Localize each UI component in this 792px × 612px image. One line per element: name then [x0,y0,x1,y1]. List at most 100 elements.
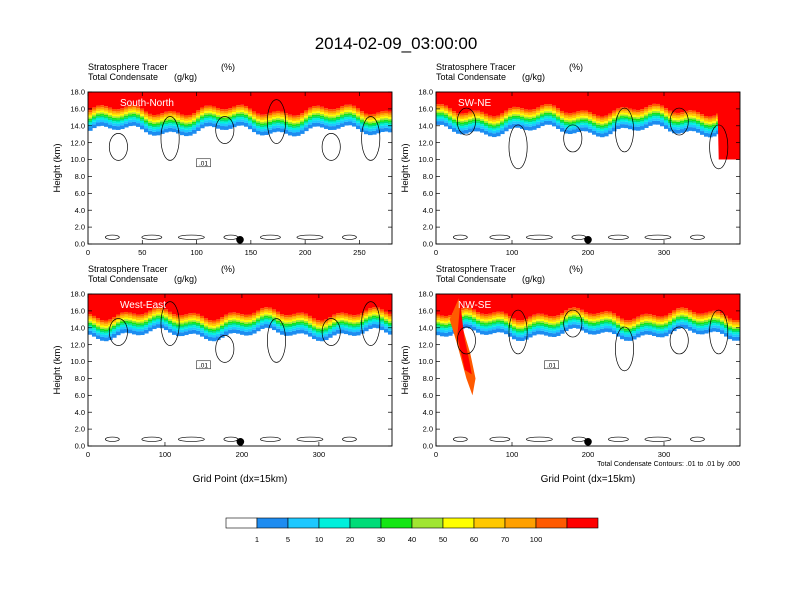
tracer-cell [440,111,445,114]
tracer-cell [604,328,609,332]
tracer-cell [332,320,337,322]
tracer-cell [296,125,301,128]
tracer-cell [604,130,609,133]
tracer-cell [536,324,541,326]
tracer-cell [648,319,653,322]
tracer-cell [184,318,189,320]
tracer-cell [516,119,521,122]
tracer-cell [276,114,281,117]
tracer-cell [648,314,653,317]
tracer-cell [712,121,717,123]
tracer-cell [540,321,545,323]
tracer-cell [376,114,381,117]
tracer-cell [552,323,557,326]
tracer-cell [276,322,281,325]
tracer-cell [636,122,641,125]
tracer-cell [300,118,305,121]
tracer-cell [340,316,345,319]
tracer-cell [300,92,305,114]
tracer-cell [632,318,637,321]
tracer-cell [488,320,493,323]
tracer-cell [172,328,177,332]
tracer-cell [464,321,469,325]
y-tick-label: 12.0 [70,340,85,349]
tracer-cell [308,324,313,327]
tracer-cell [636,110,641,113]
tracer-cell [500,311,505,314]
tracer-cell [612,114,617,117]
tracer-cell [480,117,485,120]
tracer-cell [188,129,193,132]
tracer-cell [224,109,229,112]
tracer-cell [140,316,145,319]
tracer-cell [668,313,673,316]
tracer-cell [564,294,569,311]
tracer-cell [136,120,141,124]
tracer-cell [336,115,341,117]
tracer-cell [696,119,701,121]
tracer-cell [136,92,141,107]
tracer-cell [560,325,565,328]
tracer-cell [444,116,449,119]
tracer-cell [460,130,465,135]
tracer-cell [128,112,133,115]
tracer-cell [496,320,501,323]
tracer-cell [580,315,585,318]
tracer-cell [476,116,481,118]
tracer-cell [460,92,465,114]
tracer-cell [268,92,273,113]
tracer-cell [200,116,205,119]
tracer-cell [136,325,141,327]
tracer-cell [104,329,109,332]
contour-loop [615,326,634,372]
tracer-cell [96,105,101,108]
tracer-cell [632,124,637,127]
tracer-cell [480,111,485,115]
tracer-cell [672,126,677,130]
tracer-cell [580,317,585,319]
tracer-cell [112,317,117,320]
tracer-cell [696,112,701,115]
tracer-cell [104,320,109,323]
tracer-cell [488,122,493,125]
tracer-cell [112,109,117,112]
tracer-cell [436,114,441,117]
tracer-cell [564,320,569,323]
tracer-cell [488,294,493,314]
tracer-cell [384,125,389,128]
tracer-cell [680,122,685,125]
tracer-cell [592,126,597,129]
tracer-cell [552,316,557,319]
tracer-cell [388,319,392,322]
tracer-cell [196,330,201,335]
tracer-cell [360,113,365,116]
tracer-cell [260,320,265,323]
tracer-cell [272,311,277,314]
tracer-cell [616,117,621,119]
tracer-cell [484,126,489,129]
tracer-cell [436,323,441,326]
tracer-cell [120,324,125,327]
tracer-cell [384,294,389,312]
tracer-cell [104,322,109,325]
tracer-cell [624,117,629,120]
tracer-cell [552,122,557,127]
tracer-cell [572,121,577,124]
tracer-cell [456,118,461,121]
tracer-cell [488,322,493,325]
tracer-cell [360,123,365,126]
tracer-cell [216,92,221,108]
tracer-cell [124,106,129,109]
tracer-cell [132,330,137,335]
tracer-cell [248,325,253,327]
tracer-cell [260,313,265,316]
tracer-cell [624,114,629,117]
tracer-cell [604,122,609,125]
tracer-cell [364,315,369,318]
tracer-cell [304,122,309,125]
tracer-cell [144,294,149,313]
tracer-cell [464,123,469,126]
tracer-cell [276,294,281,312]
tracer-cell [548,324,553,327]
tracer-cell [696,92,701,113]
